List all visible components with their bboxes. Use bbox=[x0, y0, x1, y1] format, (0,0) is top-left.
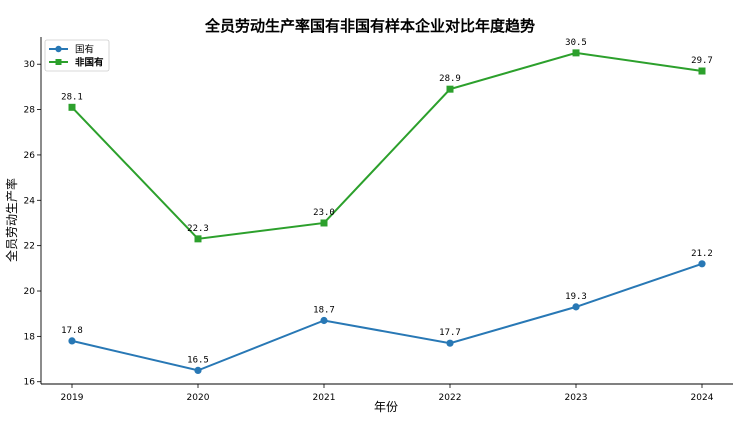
data-point bbox=[320, 219, 328, 227]
data-label: 18.7 bbox=[313, 305, 335, 315]
legend-marker bbox=[55, 59, 62, 65]
data-label: 23.0 bbox=[313, 208, 335, 218]
data-label: 22.3 bbox=[187, 224, 209, 234]
data-point bbox=[68, 337, 76, 345]
series-layer: 17.8 16.5 18.7 17.7 19.3 21.2 28.1 22.3 23.0 28.9… bbox=[61, 38, 713, 374]
x-tick-label: 2024 bbox=[691, 393, 714, 403]
data-point bbox=[572, 49, 580, 57]
data-point bbox=[698, 260, 706, 268]
x-tick-label: 2021 bbox=[313, 393, 336, 403]
data-label: 28.1 bbox=[61, 92, 83, 102]
data-point bbox=[446, 339, 454, 347]
y-axis-title: 全员劳动生产率 bbox=[4, 178, 19, 262]
x-tick-label: 2023 bbox=[565, 393, 588, 403]
data-label: 17.7 bbox=[439, 328, 461, 338]
x-tick-label: 2020 bbox=[187, 393, 210, 403]
x-axis-title: 年份 bbox=[374, 400, 398, 414]
data-label: 16.5 bbox=[187, 355, 209, 365]
data-point bbox=[572, 303, 580, 311]
data-point bbox=[446, 85, 454, 93]
y-tick-label: 18 bbox=[24, 332, 36, 342]
data-point bbox=[194, 235, 202, 243]
y-tick-label: 26 bbox=[24, 151, 36, 161]
y-tick-label: 22 bbox=[24, 242, 35, 252]
legend-item: 国有 bbox=[49, 44, 94, 56]
y-tick-label: 28 bbox=[24, 106, 36, 116]
series-line bbox=[71, 51, 703, 240]
data-point bbox=[68, 103, 76, 111]
series-1: 17.8 16.5 18.7 17.7 19.3 21.2 bbox=[61, 249, 713, 374]
series-line bbox=[71, 262, 703, 372]
data-point bbox=[320, 316, 328, 325]
data-label: 17.8 bbox=[61, 326, 83, 336]
y-tick-label: 24 bbox=[24, 196, 36, 206]
legend-label: 国有 bbox=[75, 44, 94, 56]
y-tick-label: 16 bbox=[24, 378, 36, 388]
legend-marker bbox=[55, 45, 62, 53]
series-2: 28.1 22.3 23.0 28.9 30.5 29.7 bbox=[61, 38, 713, 243]
x-tick-label: 2019 bbox=[61, 393, 84, 403]
data-point bbox=[698, 67, 706, 75]
data-label: 21.2 bbox=[691, 249, 713, 259]
x-tick-label: 2022 bbox=[439, 393, 462, 403]
data-label: 29.7 bbox=[691, 56, 713, 66]
legend: 国有非国有 bbox=[44, 39, 110, 72]
data-label: 28.9 bbox=[439, 74, 461, 84]
data-point bbox=[194, 366, 202, 374]
y-tick-label: 20 bbox=[24, 287, 36, 297]
data-label: 19.3 bbox=[565, 292, 587, 302]
data-label: 30.5 bbox=[565, 38, 587, 48]
legend-label: 非国有 bbox=[75, 57, 104, 69]
legend-item: 非国有 bbox=[49, 57, 104, 69]
chart-title: 全员劳动生产率国有非国有样本企业对比年度趋势 bbox=[204, 17, 535, 35]
y-tick-label: 30 bbox=[24, 60, 36, 70]
